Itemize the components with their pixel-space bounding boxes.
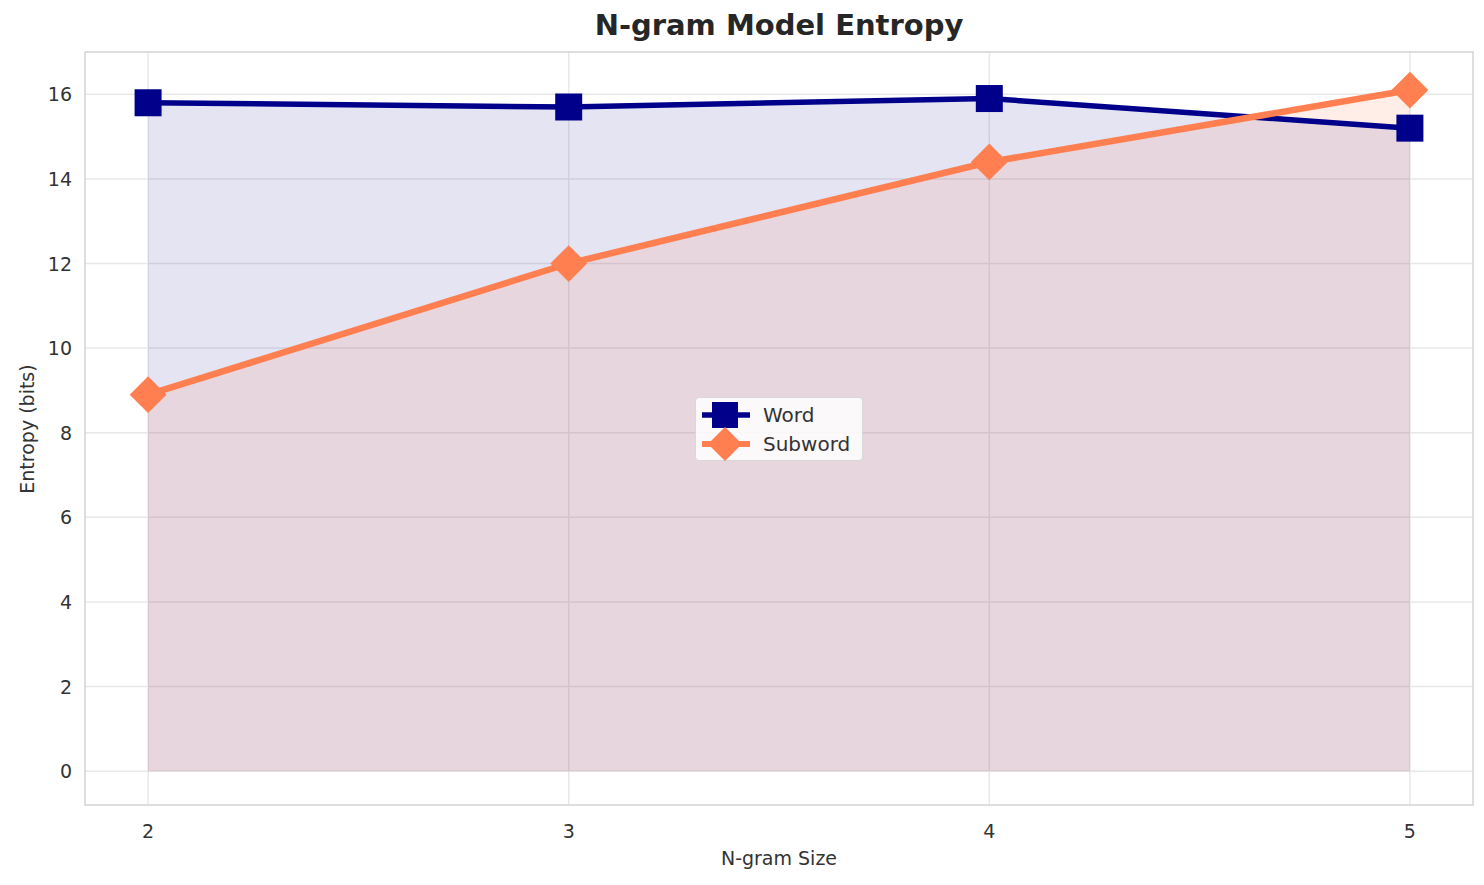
legend-item-word: Word <box>700 401 854 429</box>
y-tick-label: 6 <box>60 506 72 528</box>
y-tick-label: 4 <box>60 591 72 613</box>
y-tick-label: 2 <box>60 676 72 698</box>
word-marker <box>135 89 162 116</box>
x-tick-label: 2 <box>142 820 154 842</box>
x-tick-label: 3 <box>563 820 575 842</box>
legend: Word Subword <box>695 397 863 461</box>
figure: N-gram Model Entropy 02468101214162345 W… <box>0 0 1484 885</box>
y-tick-label: 10 <box>48 337 72 359</box>
y-axis-label: Entropy (bits) <box>16 364 38 493</box>
x-tick-label: 4 <box>983 820 995 842</box>
y-tick-label: 0 <box>60 760 72 782</box>
word-line-square-marker-icon <box>700 401 752 429</box>
y-tick-label: 8 <box>60 422 72 444</box>
legend-label-word: Word <box>763 401 814 429</box>
x-tick-label: 5 <box>1404 820 1416 842</box>
word-marker <box>1396 115 1423 142</box>
y-tick-label: 14 <box>48 168 72 190</box>
x-axis-label: N-gram Size <box>85 845 1473 871</box>
legend-item-subword: Subword <box>700 430 854 458</box>
subword-line-diamond-marker-icon <box>700 430 752 458</box>
word-marker <box>976 85 1003 112</box>
word-marker <box>555 93 582 120</box>
legend-label-subword: Subword <box>763 430 850 458</box>
y-tick-label: 16 <box>48 83 72 105</box>
y-tick-label: 12 <box>48 253 72 275</box>
